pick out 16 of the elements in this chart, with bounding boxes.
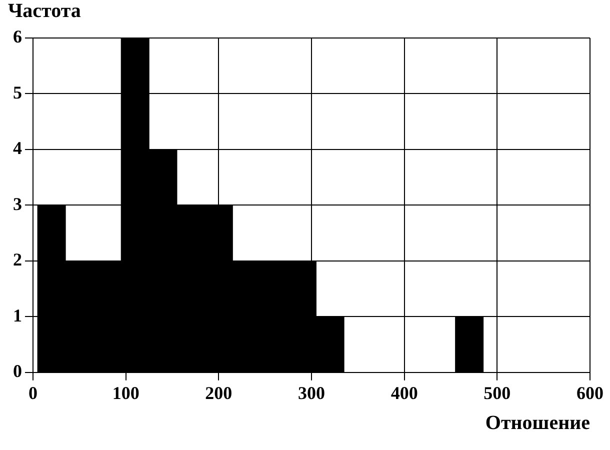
x-tick-label: 500	[484, 382, 511, 403]
y-axis-title: Частота	[8, 0, 81, 23]
y-tick-label: 6	[13, 26, 22, 47]
y-tick-label: 1	[13, 305, 22, 326]
y-tick-label: 2	[13, 250, 22, 270]
x-tick-label: 0	[28, 382, 38, 403]
y-tick-label: 3	[13, 194, 22, 214]
y-tick-label: 4	[13, 138, 22, 158]
y-tick-label: 0	[13, 361, 22, 382]
x-tick-label: 400	[390, 382, 418, 403]
y-tick-label: 5	[13, 82, 22, 102]
x-tick-label: 600	[576, 382, 604, 403]
x-tick-label: 100	[112, 382, 140, 403]
x-tick-label: 200	[205, 382, 232, 403]
x-tick-label: 300	[298, 382, 325, 403]
x-axis-title: Отношение	[485, 412, 590, 434]
